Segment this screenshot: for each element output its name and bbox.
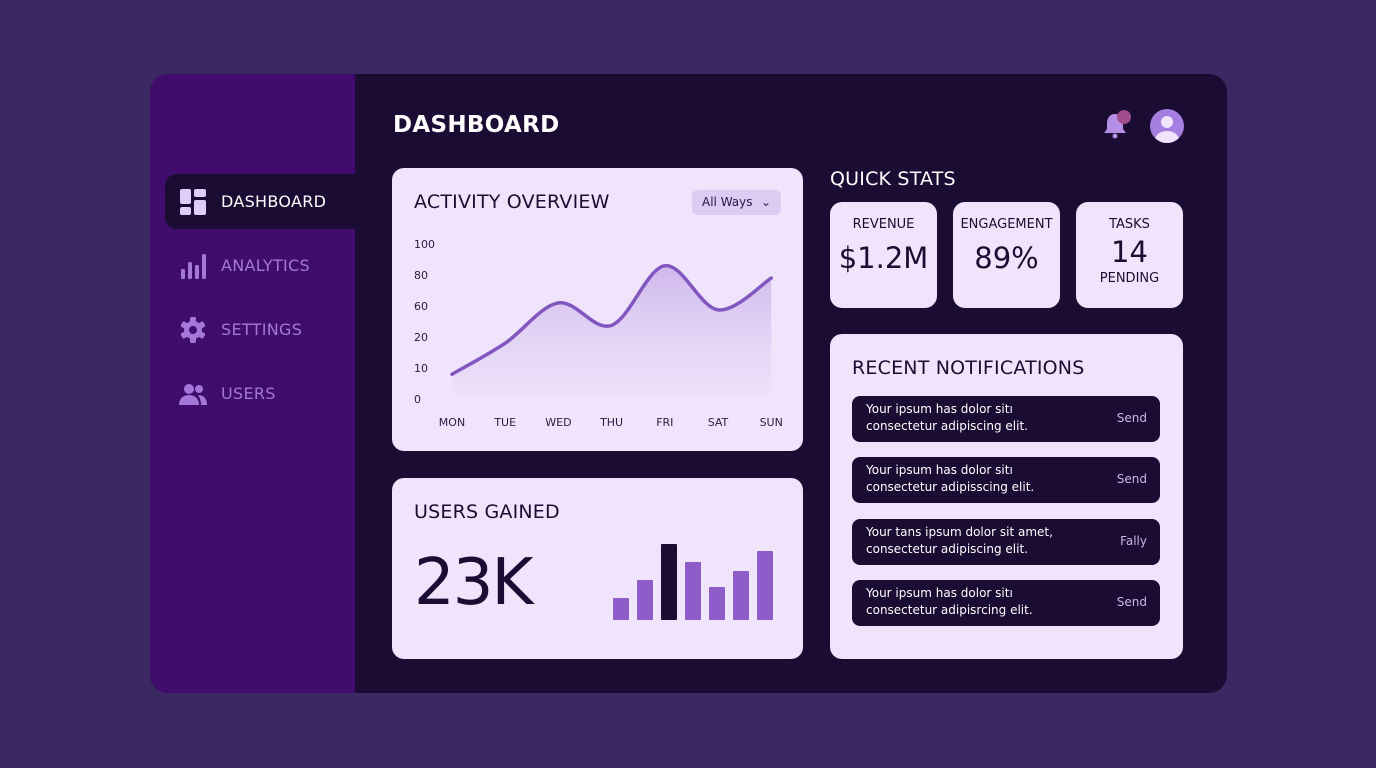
card-title: RECENT NOTIFICATIONS	[852, 357, 1085, 379]
notification-action[interactable]: Send	[1116, 411, 1147, 425]
page-title: DASHBOARD	[393, 112, 560, 138]
notifications-card: RECENT NOTIFICATIONS Your ipsum has dolo…	[830, 334, 1183, 659]
sidebar-item-users[interactable]: USERS	[165, 366, 355, 421]
stat-sub: PENDING	[1099, 271, 1160, 286]
bar	[661, 544, 677, 620]
quick-stats-title: QUICK STATS	[830, 168, 956, 190]
users-bar-chart	[613, 544, 773, 620]
bar	[757, 551, 773, 620]
y-tick-label: 20	[414, 331, 428, 344]
y-tick-label: 10	[414, 362, 428, 375]
card-title: ACTIVITY OVERVIEW	[414, 191, 610, 213]
sidebar-item-settings[interactable]: SETTINGS	[165, 302, 355, 357]
activity-chart: 0 10 20 60 80 100 MON TUE WED THU FRI SAT SUN	[414, 238, 783, 429]
x-tick-label: SAT	[708, 416, 729, 429]
days-filter-dropdown[interactable]: All Ways ⌄	[692, 190, 781, 215]
users-gained-card: USERS GAINED 23K	[392, 478, 803, 659]
sidebar-item-label: SETTINGS	[221, 320, 303, 339]
stat-engagement: ENGAGEMENT 89%	[953, 202, 1060, 308]
notification-item[interactable]: Your ipsum has dolor sitı consectetur ad…	[852, 580, 1160, 626]
notification-item[interactable]: Your ipsum has dolor sitı consectetur ad…	[852, 457, 1160, 503]
x-tick-label: SUN	[760, 416, 783, 429]
card-title: USERS GAINED	[414, 501, 560, 523]
avatar-head	[1161, 116, 1173, 128]
x-tick-label: FRI	[656, 416, 673, 429]
avatar-body	[1155, 131, 1179, 143]
chevron-down-icon: ⌄	[760, 195, 771, 209]
bar	[613, 598, 629, 620]
sidebar-item-label: USERS	[221, 384, 276, 403]
bar-chart-icon	[181, 253, 206, 279]
bar	[685, 562, 701, 620]
filter-value: All Ways	[702, 195, 753, 209]
users-gained-value: 23K	[414, 546, 533, 620]
sidebar-item-analytics[interactable]: ANALYTICS	[165, 238, 355, 293]
bar	[637, 580, 653, 620]
notification-text: Your tans ipsum dolor sit amet, consecte…	[866, 525, 1053, 556]
x-tick-label: MON	[439, 416, 465, 429]
sidebar: DASHBOARD ANALYTICS SETTINGS USERS	[150, 74, 355, 693]
stat-label: REVENUE	[852, 217, 915, 232]
notification-action[interactable]: Send	[1116, 595, 1147, 609]
gear-icon	[180, 316, 206, 343]
stat-value: $1.2M	[838, 241, 929, 275]
x-tick-label: WED	[545, 416, 571, 429]
y-tick-label: 0	[414, 393, 421, 406]
notification-action[interactable]: Fally	[1120, 534, 1147, 548]
y-tick-label: 60	[414, 300, 428, 313]
notification-text: Your ipsum has dolor sitı consectetur ad…	[866, 463, 1035, 494]
stat-revenue: REVENUE $1.2M	[830, 202, 937, 308]
sidebar-item-dashboard[interactable]: DASHBOARD	[165, 174, 355, 229]
notification-text: Your ipsum has dolor sitı consectetur ad…	[866, 586, 1033, 617]
sidebar-item-label: DASHBOARD	[221, 192, 327, 211]
stat-label: TASKS	[1109, 217, 1150, 232]
dashboard-grid-icon	[180, 188, 206, 215]
bar	[709, 587, 725, 620]
notification-action[interactable]: Send	[1116, 472, 1147, 486]
bar	[733, 571, 749, 620]
sidebar-item-label: ANALYTICS	[221, 256, 310, 275]
avatar[interactable]	[1150, 109, 1184, 143]
activity-overview-card: ACTIVITY OVERVIEW All Ways ⌄ 0 10 20 60 80 10…	[392, 168, 803, 451]
stat-value: 89%	[974, 241, 1039, 275]
notification-item[interactable]: Your tans ipsum dolor sit amet, consecte…	[852, 519, 1160, 565]
notification-text: Your ipsum has dolor sitı consectetur ad…	[866, 402, 1028, 433]
x-tick-label: TUE	[493, 416, 516, 429]
notification-item[interactable]: Your ipsum has dolor sitı consectetur ad…	[852, 396, 1160, 442]
users-icon	[179, 383, 207, 405]
stat-label: ENGAGEMENT	[960, 217, 1053, 232]
area-fill	[452, 265, 772, 394]
bell-icon[interactable]	[1103, 108, 1131, 140]
stat-value: 14	[1111, 235, 1148, 269]
y-tick-label: 100	[414, 238, 435, 251]
y-tick-label: 80	[414, 269, 428, 282]
x-tick-label: THU	[599, 416, 623, 429]
stat-tasks: TASKS 14 PENDING	[1076, 202, 1183, 308]
